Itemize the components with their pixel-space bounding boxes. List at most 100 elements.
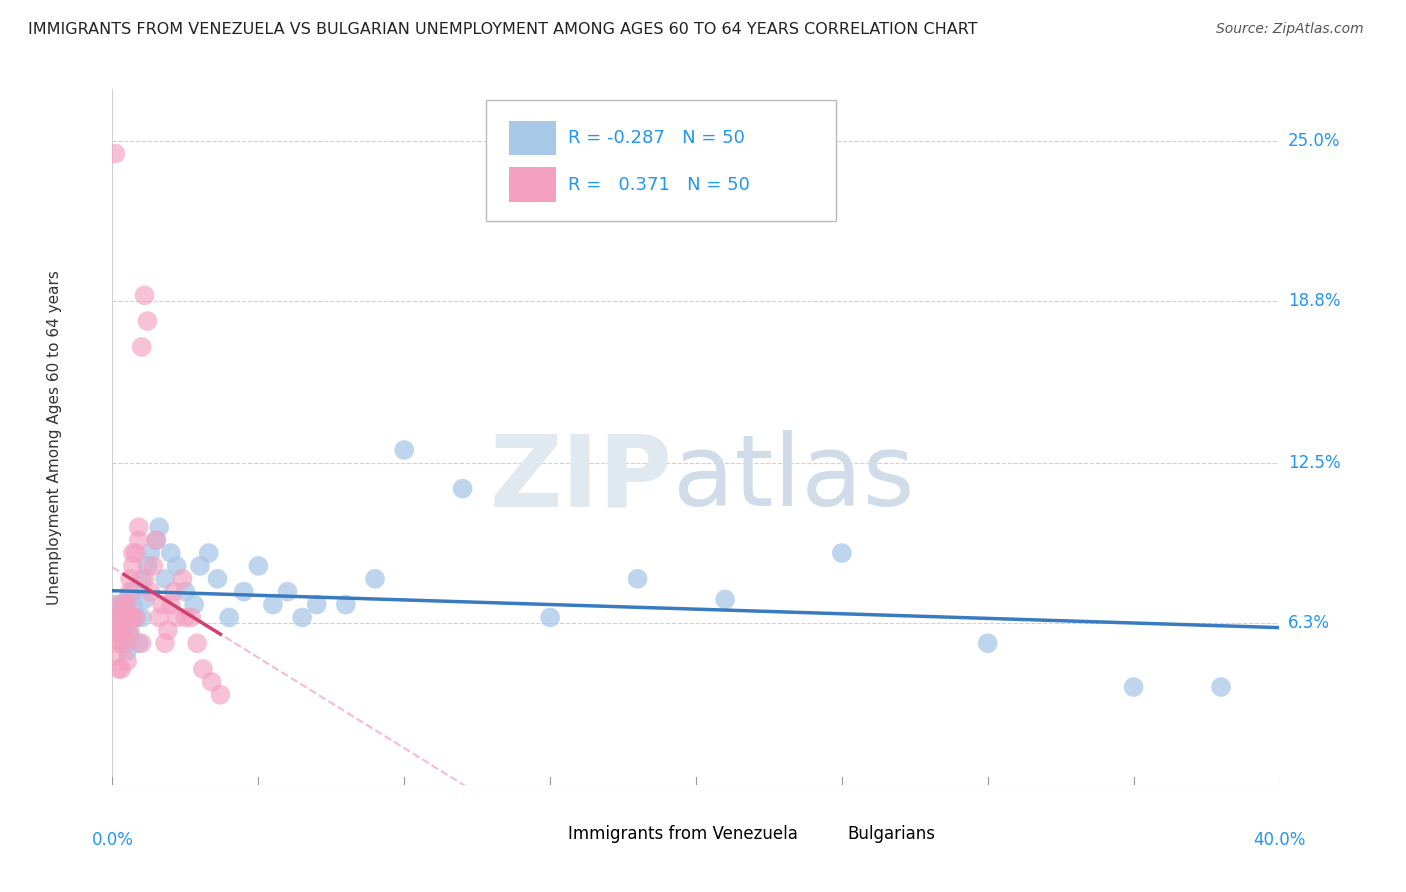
Bar: [509, 167, 555, 202]
Point: [118, 584, 141, 599]
Text: 12.5%: 12.5%: [1288, 454, 1341, 472]
Point: [186, 636, 208, 650]
Point: [335, 598, 357, 612]
Point: [1122, 680, 1144, 694]
Point: [115, 592, 138, 607]
Text: Unemployment Among Ages 60 to 64 years: Unemployment Among Ages 60 to 64 years: [46, 269, 62, 605]
Point: [107, 624, 129, 638]
Point: [142, 558, 165, 573]
Point: [118, 572, 141, 586]
Point: [174, 610, 197, 624]
Point: [150, 598, 173, 612]
Point: [136, 558, 159, 573]
Point: [118, 624, 141, 638]
Point: [107, 624, 129, 638]
Text: Bulgarians: Bulgarians: [848, 825, 935, 843]
Point: [115, 610, 138, 624]
Point: [110, 624, 132, 638]
Text: 25.0%: 25.0%: [1288, 132, 1341, 150]
Point: [156, 624, 179, 638]
Bar: [509, 120, 555, 155]
Text: R = -0.287   N = 50: R = -0.287 N = 50: [568, 129, 745, 147]
Point: [128, 533, 150, 548]
Point: [714, 592, 737, 607]
Point: [115, 598, 138, 612]
Point: [174, 584, 197, 599]
Point: [160, 598, 183, 612]
Point: [160, 546, 183, 560]
Point: [112, 624, 135, 638]
Point: [305, 598, 328, 612]
Point: [112, 598, 135, 612]
Point: [128, 636, 150, 650]
Point: [831, 546, 853, 560]
Point: [131, 636, 153, 650]
Point: [394, 442, 416, 457]
Point: [107, 636, 129, 650]
Point: [122, 546, 145, 560]
Point: [201, 674, 224, 689]
Point: [104, 649, 127, 664]
Point: [136, 314, 159, 328]
Point: [122, 598, 145, 612]
Point: [180, 610, 202, 624]
Point: [976, 636, 998, 650]
Point: [134, 572, 156, 586]
Point: [115, 654, 138, 668]
Point: [112, 636, 135, 650]
Point: [538, 610, 561, 624]
Text: ZIP: ZIP: [489, 430, 672, 527]
Point: [153, 636, 176, 650]
Text: atlas: atlas: [672, 430, 914, 527]
Point: [122, 584, 145, 599]
Point: [134, 288, 156, 302]
Point: [163, 584, 186, 599]
Point: [276, 584, 298, 599]
Point: [139, 584, 162, 599]
Point: [122, 610, 145, 624]
Point: [209, 688, 232, 702]
Point: [128, 520, 150, 534]
Point: [104, 146, 127, 161]
Point: [115, 624, 138, 638]
Point: [110, 662, 132, 676]
Point: [110, 610, 132, 624]
Point: [188, 558, 211, 573]
Text: 0.0%: 0.0%: [91, 831, 134, 849]
Point: [125, 610, 148, 624]
Point: [191, 662, 214, 676]
Point: [148, 520, 170, 534]
Point: [218, 610, 240, 624]
Point: [107, 662, 129, 676]
Point: [110, 610, 132, 624]
Point: [118, 610, 141, 624]
Text: IMMIGRANTS FROM VENEZUELA VS BULGARIAN UNEMPLOYMENT AMONG AGES 60 TO 64 YEARS CO: IMMIGRANTS FROM VENEZUELA VS BULGARIAN U…: [28, 22, 977, 37]
Point: [183, 598, 205, 612]
Point: [107, 598, 129, 612]
Point: [247, 558, 270, 573]
Point: [115, 636, 138, 650]
Point: [1209, 680, 1232, 694]
Point: [131, 572, 153, 586]
Point: [131, 340, 153, 354]
Bar: [818, 822, 844, 847]
Point: [148, 610, 170, 624]
Bar: [538, 822, 564, 847]
Point: [104, 598, 127, 612]
Point: [104, 610, 127, 624]
Point: [262, 598, 284, 612]
Point: [364, 572, 387, 586]
Point: [627, 572, 650, 586]
Point: [153, 572, 176, 586]
Point: [232, 584, 254, 599]
Point: [125, 610, 148, 624]
Point: [172, 572, 194, 586]
Point: [107, 610, 129, 624]
Point: [110, 598, 132, 612]
Text: 18.8%: 18.8%: [1288, 292, 1341, 310]
Text: 40.0%: 40.0%: [1253, 831, 1306, 849]
Point: [291, 610, 314, 624]
Point: [118, 628, 141, 642]
Point: [166, 558, 188, 573]
Point: [131, 610, 153, 624]
